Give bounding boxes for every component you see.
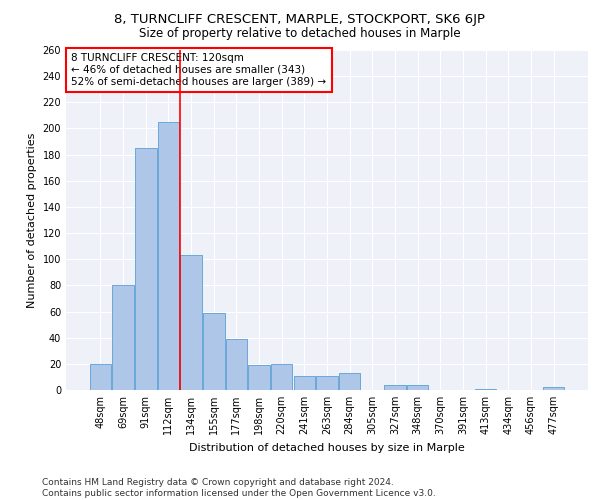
Bar <box>475 388 496 390</box>
Bar <box>407 385 428 390</box>
Bar <box>112 286 134 390</box>
Bar <box>135 148 157 390</box>
Text: 8 TURNCLIFF CRESCENT: 120sqm
← 46% of detached houses are smaller (343)
52% of s: 8 TURNCLIFF CRESCENT: 120sqm ← 46% of de… <box>71 54 326 86</box>
Y-axis label: Number of detached properties: Number of detached properties <box>27 132 37 308</box>
Bar <box>203 313 224 390</box>
Text: 8, TURNCLIFF CRESCENT, MARPLE, STOCKPORT, SK6 6JP: 8, TURNCLIFF CRESCENT, MARPLE, STOCKPORT… <box>115 12 485 26</box>
Bar <box>226 339 247 390</box>
Bar <box>181 256 202 390</box>
Bar <box>248 365 270 390</box>
Bar <box>271 364 292 390</box>
Bar <box>384 385 406 390</box>
Bar <box>90 364 111 390</box>
Bar <box>543 388 564 390</box>
X-axis label: Distribution of detached houses by size in Marple: Distribution of detached houses by size … <box>189 442 465 452</box>
Bar <box>316 376 338 390</box>
Bar <box>158 122 179 390</box>
Bar <box>339 373 361 390</box>
Text: Size of property relative to detached houses in Marple: Size of property relative to detached ho… <box>139 28 461 40</box>
Text: Contains HM Land Registry data © Crown copyright and database right 2024.
Contai: Contains HM Land Registry data © Crown c… <box>42 478 436 498</box>
Bar <box>293 376 315 390</box>
